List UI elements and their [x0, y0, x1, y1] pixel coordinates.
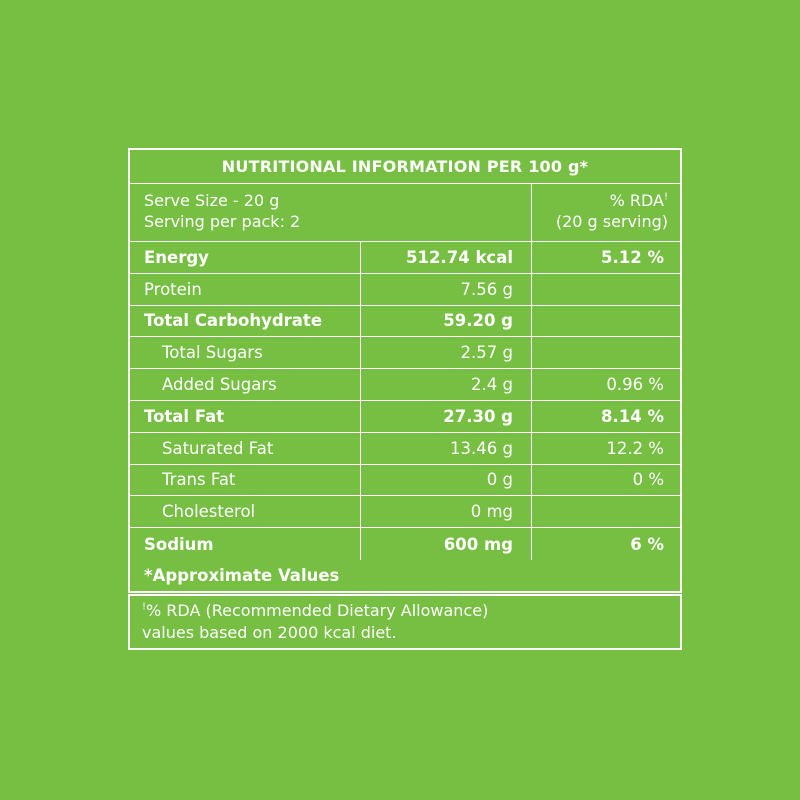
nutrient-name: Trans Fat	[130, 464, 361, 496]
nutrient-amount: 600 mg	[361, 528, 532, 560]
serving-info-row: Serve Size - 20 g Serving per pack: 2 % …	[130, 184, 680, 242]
footnote-mark: !	[142, 601, 147, 613]
nutrient-rda	[532, 306, 680, 337]
table-row: Total Carbohydrate 59.20 g	[130, 305, 680, 338]
nutrient-name: Saturated Fat	[130, 432, 361, 464]
table-row: Sodium 600 mg 6 %	[130, 528, 680, 560]
rda-header-text: % RDA	[609, 191, 664, 210]
nutrient-rda: 0 %	[632, 470, 664, 490]
rda-header-line: % RDA!	[532, 190, 668, 211]
nutrient-amount: 0 mg	[361, 496, 532, 528]
rda-serving: (20 g serving)	[555, 212, 668, 231]
table-row: Saturated Fat 13.46 g 12.2 %	[130, 432, 680, 465]
table-row: Added Sugars 2.4 g 0.96 %	[130, 369, 680, 401]
nutrient-name: Total Sugars	[130, 337, 361, 369]
table-row: Total Sugars 2.57 g	[130, 337, 680, 370]
nutrient-amount: 7.56 g	[361, 273, 532, 305]
nutrient-name: Cholesterol	[130, 496, 361, 528]
table-row: Cholesterol 0 mg	[130, 496, 680, 529]
nutrition-table: NUTRITIONAL INFORMATION PER 100 g* Serve…	[128, 148, 682, 593]
nutrient-amount: 13.46 g	[361, 432, 532, 464]
nutrient-name: Energy	[130, 242, 361, 273]
nutrient-name: Total Fat	[130, 400, 361, 432]
nutrient-rda	[532, 274, 680, 305]
nutrient-name: Total Carbohydrate	[130, 305, 361, 337]
footnote-text-1: % RDA (Recommended Dietary Allowance)	[146, 601, 489, 620]
nutrient-rda: 6 %	[630, 534, 664, 554]
footnote-line-1: !% RDA (Recommended Dietary Allowance)	[142, 600, 680, 622]
table-title: NUTRITIONAL INFORMATION PER 100 g*	[130, 150, 680, 184]
serve-size: Serve Size - 20 g	[144, 191, 280, 210]
rda-footnote: !% RDA (Recommended Dietary Allowance) v…	[128, 594, 682, 650]
nutrient-rda: 5.12 %	[601, 247, 664, 267]
nutrient-name: Sodium	[130, 528, 361, 560]
nutrient-amount: 2.4 g	[361, 369, 532, 400]
nutrient-rda: 0.96 %	[606, 375, 664, 395]
table-row: Protein 7.56 g	[130, 273, 680, 306]
approximate-note: *Approximate Values	[144, 565, 340, 585]
nutrient-rda: 8.14 %	[601, 406, 664, 426]
nutrient-rda	[532, 496, 680, 527]
serving-per-pack: Serving per pack: 2	[144, 212, 301, 231]
nutrient-rda: 12.2 %	[606, 438, 664, 458]
nutrient-rows: Energy 512.74 kcal 5.12 % Protein 7.56 g Tota…	[130, 242, 680, 560]
nutrient-name: Protein	[130, 273, 361, 305]
nutrient-amount: 0 g	[361, 464, 532, 496]
nutrient-amount: 27.30 g	[361, 400, 532, 432]
nutrient-rda	[532, 337, 680, 368]
table-row: Energy 512.74 kcal 5.12 %	[130, 242, 680, 274]
serving-info: Serve Size - 20 g Serving per pack: 2	[130, 184, 532, 241]
table-row: Trans Fat 0 g 0 %	[130, 464, 680, 497]
nutrient-amount: 59.20 g	[361, 305, 532, 337]
rda-header: % RDA! (20 g serving)	[532, 184, 680, 241]
footnote-line-2: values based on 2000 kcal diet.	[142, 623, 397, 642]
nutrient-amount: 2.57 g	[361, 337, 532, 369]
rda-header-mark: !	[663, 191, 668, 203]
nutrient-amount: 512.74 kcal	[361, 242, 532, 273]
table-row: Total Fat 27.30 g 8.14 %	[130, 400, 680, 433]
nutrient-name: Added Sugars	[130, 369, 361, 400]
